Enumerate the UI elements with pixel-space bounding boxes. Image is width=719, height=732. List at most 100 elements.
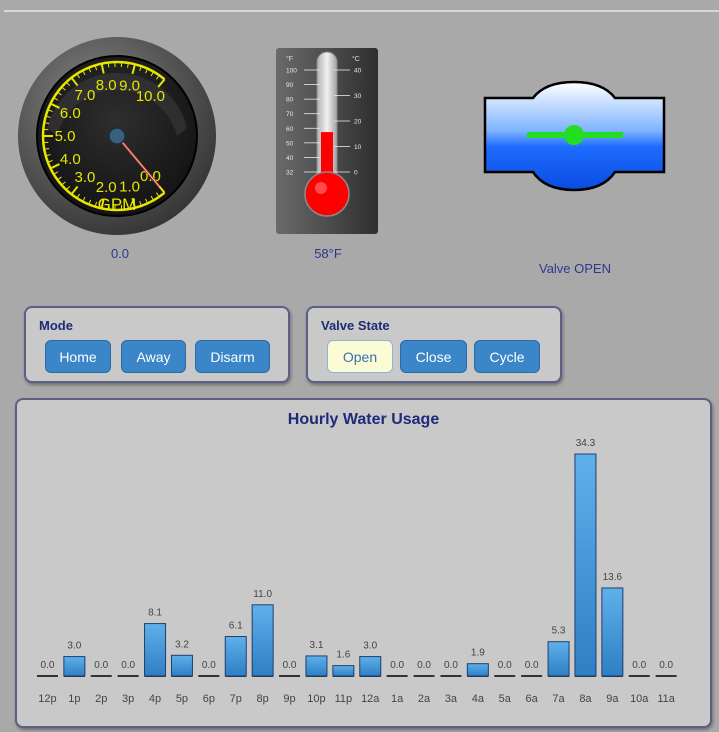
- fahrenheit-label: °F: [286, 55, 293, 63]
- bar-value-label: 0.0: [444, 660, 458, 671]
- flow-value: 0.0: [110, 246, 130, 261]
- x-tick-label: 10p: [307, 693, 325, 705]
- temperature-value: 58°F: [314, 246, 342, 261]
- x-tick-label: 10a: [630, 693, 649, 705]
- cycle-button[interactable]: Cycle: [474, 340, 540, 373]
- fahrenheit-tick: 32: [286, 170, 294, 177]
- gauge-tick-label: 4.0: [60, 151, 81, 168]
- top-divider: [4, 10, 719, 12]
- gauge-tick-label: 10.0: [136, 88, 165, 105]
- x-tick-label: 12a: [361, 693, 380, 705]
- flow-gauge: 0.01.02.03.04.05.06.07.08.09.010.0 GPM: [17, 36, 217, 236]
- chart-title: Hourly Water Usage: [287, 411, 440, 428]
- celsius-tick: 40: [354, 68, 362, 75]
- gauge-tick-label: 8.0: [96, 77, 117, 94]
- x-tick-label: 6p: [203, 693, 215, 705]
- fahrenheit-tick: 70: [286, 111, 294, 118]
- fahrenheit-tick: 80: [286, 97, 294, 104]
- bar-value-label: 1.6: [336, 650, 350, 661]
- x-tick-label: 7p: [230, 693, 242, 705]
- bar: [144, 623, 167, 677]
- celsius-tick: 10: [354, 144, 362, 151]
- hourly-usage-chart: 0.0 12p 3.0 1p 0.0 2p 0.0 3p 8.1 4p 3.2 5p 0.0 6p 6.1 7…: [36, 438, 677, 705]
- open-button[interactable]: Open: [327, 340, 393, 373]
- mode-title: Mode: [39, 318, 73, 333]
- bar-value-label: 6.1: [229, 621, 243, 632]
- thermometer: °F °C 100 90 80 70 60 50 40 32 40 30 20 10 0: [276, 48, 378, 234]
- celsius-tick: 20: [354, 119, 362, 126]
- x-tick-label: 8p: [257, 693, 269, 705]
- x-tick-label: 4p: [149, 693, 161, 705]
- gauge-tick-label: 2.0: [96, 179, 117, 196]
- bar: [170, 654, 193, 677]
- bar: [251, 604, 274, 677]
- bar-value-label: 11.0: [253, 589, 272, 600]
- gauge-tick-label: 5.0: [55, 128, 76, 145]
- close-button[interactable]: Close: [400, 340, 467, 373]
- fahrenheit-tick: 100: [286, 68, 297, 75]
- bar-value-label: 0.0: [283, 660, 297, 671]
- bar-value-label: 3.1: [309, 640, 323, 651]
- gauge-tick-label: 9.0: [119, 78, 140, 95]
- bar-value-label: 0.0: [202, 660, 216, 671]
- x-tick-label: 1a: [391, 693, 404, 705]
- bar: [332, 665, 355, 677]
- x-tick-label: 5a: [499, 693, 512, 705]
- bar-value-label: 0.0: [659, 660, 673, 671]
- bar: [359, 656, 382, 677]
- x-tick-label: 6a: [526, 693, 539, 705]
- bar-value-label: 0.0: [390, 660, 404, 671]
- bar: [305, 655, 328, 677]
- away-button[interactable]: Away: [121, 340, 186, 373]
- x-tick-label: 3a: [445, 693, 458, 705]
- valve-icon: [483, 80, 666, 192]
- x-tick-label: 7a: [552, 693, 565, 705]
- bar: [601, 587, 624, 677]
- bar: [466, 663, 489, 677]
- valve-state-panel: Valve State Open Close Cycle: [306, 306, 562, 383]
- x-tick-label: 12p: [38, 693, 56, 705]
- home-button[interactable]: Home: [45, 340, 111, 373]
- bar-value-label: 34.3: [576, 438, 596, 449]
- x-tick-label: 3p: [122, 693, 134, 705]
- x-tick-label: 9a: [606, 693, 619, 705]
- x-tick-label: 2p: [95, 693, 107, 705]
- mode-panel: Mode Home Away Disarm: [24, 306, 290, 383]
- bar-value-label: 5.3: [552, 626, 566, 637]
- gauge-tick-label: 6.0: [60, 105, 81, 122]
- bar-value-label: 3.2: [175, 639, 189, 650]
- x-tick-label: 4a: [472, 693, 485, 705]
- bar-value-label: 0.0: [121, 660, 135, 671]
- x-tick-label: 9p: [283, 693, 295, 705]
- bar-value-label: 0.0: [632, 660, 646, 671]
- x-tick-label: 1p: [68, 693, 80, 705]
- x-tick-label: 2a: [418, 693, 431, 705]
- gauge-tick-label: 7.0: [75, 87, 96, 104]
- gauge-unit: GPM: [98, 195, 137, 214]
- gauge-tick-label: 3.0: [75, 169, 96, 186]
- valve-status-text: Valve OPEN: [538, 261, 611, 276]
- fahrenheit-tick: 40: [286, 155, 294, 162]
- x-tick-label: 8a: [579, 693, 592, 705]
- disarm-button[interactable]: Disarm: [195, 340, 270, 373]
- celsius-label: °C: [352, 55, 360, 63]
- celsius-tick: 0: [354, 170, 358, 177]
- bar: [224, 636, 247, 677]
- bar-value-label: 3.0: [67, 641, 81, 652]
- bar-value-label: 3.0: [363, 641, 377, 652]
- bar-value-label: 1.9: [471, 648, 485, 659]
- gauge-tick-label: 1.0: [119, 178, 140, 195]
- bar-value-label: 0.0: [94, 660, 108, 671]
- bar: [574, 453, 597, 677]
- bar-value-label: 8.1: [148, 608, 162, 619]
- celsius-tick: 30: [354, 93, 362, 100]
- fahrenheit-tick: 50: [286, 140, 294, 147]
- bar-value-label: 0.0: [40, 660, 54, 671]
- hourly-usage-panel: Hourly Water Usage 0.0 12p 3.0 1p 0.0 2p 0.0 3p…: [15, 398, 712, 728]
- bar-value-label: 0.0: [498, 660, 512, 671]
- x-tick-label: 5p: [176, 693, 188, 705]
- bar: [547, 641, 570, 677]
- bar-value-label: 13.6: [603, 572, 623, 583]
- fahrenheit-tick: 90: [286, 82, 294, 89]
- bar-value-label: 0.0: [525, 660, 539, 671]
